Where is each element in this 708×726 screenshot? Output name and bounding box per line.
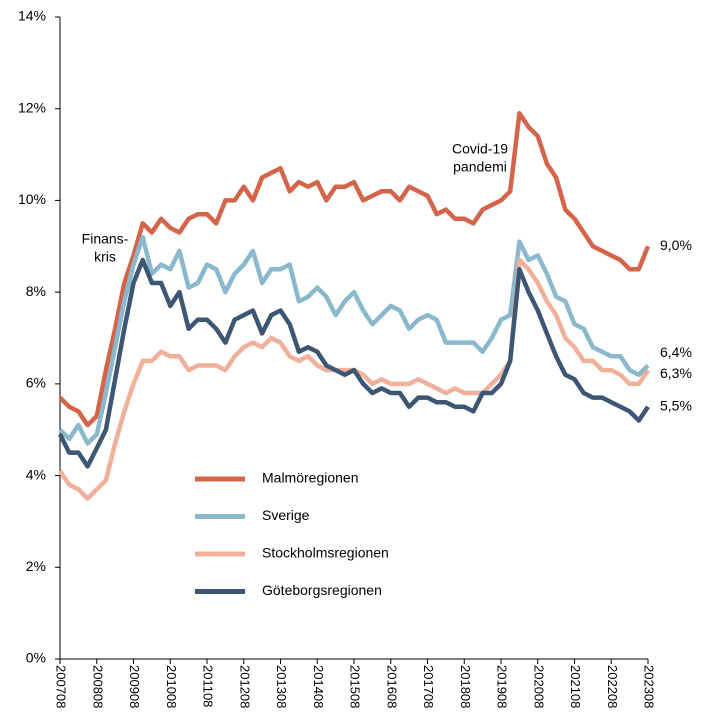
x-tick-label: 201808 <box>458 665 473 708</box>
x-tick-label: 200908 <box>127 665 142 708</box>
legend-label: Stockholmsregionen <box>262 545 389 561</box>
y-tick-label: 0% <box>26 650 46 666</box>
y-tick-label: 14% <box>18 8 46 24</box>
y-tick-label: 10% <box>18 191 46 207</box>
value-label: 6,4% <box>660 344 692 360</box>
y-tick-label: 4% <box>26 466 46 482</box>
y-tick-label: 12% <box>18 99 46 115</box>
x-tick-label: 201608 <box>384 665 399 708</box>
x-tick-label: 201708 <box>421 665 436 708</box>
legend-label: Göteborgsregionen <box>262 582 382 598</box>
y-tick-label: 2% <box>26 558 46 574</box>
legend-label: Malmöregionen <box>262 470 359 486</box>
annotation: Finans- <box>82 231 129 247</box>
x-tick-label: 201208 <box>237 665 252 708</box>
annotation: kris <box>94 249 116 265</box>
y-tick-label: 6% <box>26 375 46 391</box>
value-label: 5,5% <box>660 397 692 413</box>
series-line <box>57 257 650 469</box>
value-label: 9,0% <box>660 237 692 253</box>
value-label: 6,3% <box>660 365 692 381</box>
x-tick-label: 202308 <box>642 665 657 708</box>
x-tick-label: 201908 <box>495 665 510 708</box>
legend-label: Sverige <box>262 507 310 523</box>
x-tick-label: 201108 <box>201 665 216 707</box>
x-tick-label: 201308 <box>274 665 289 708</box>
x-tick-label: 201508 <box>348 665 363 708</box>
x-tick-label: 201008 <box>164 665 179 708</box>
x-tick-label: 202208 <box>605 665 620 708</box>
x-tick-label: 202008 <box>531 665 546 708</box>
annotation: pandemi <box>453 159 507 175</box>
x-tick-label: 201408 <box>311 665 326 708</box>
x-tick-label: 200808 <box>90 665 105 708</box>
series-line <box>58 111 651 428</box>
annotation: Covid-19 <box>452 141 508 157</box>
x-tick-label: 202108 <box>568 665 583 708</box>
series-line <box>58 234 650 446</box>
x-tick-label: 200708 <box>54 665 69 708</box>
y-tick-label: 8% <box>26 283 46 299</box>
